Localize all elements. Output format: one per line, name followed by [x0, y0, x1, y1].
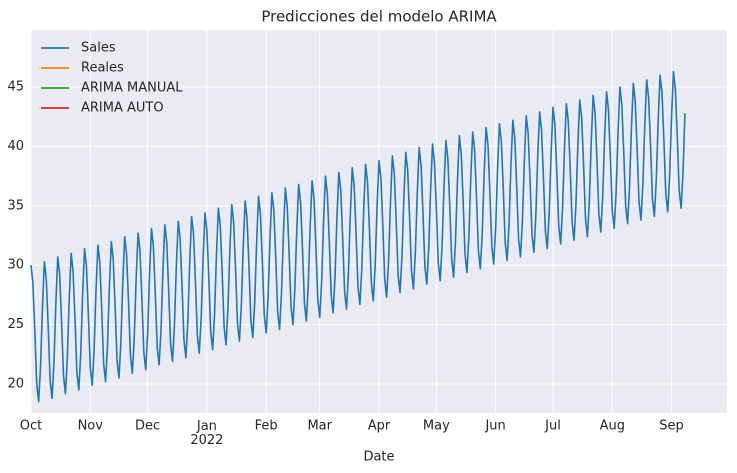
x-tick-label: Dec: [135, 419, 160, 434]
y-tick-label: 35: [7, 198, 24, 213]
x-tick-label: Oct: [20, 419, 42, 434]
legend-label: ARIMA MANUAL: [81, 81, 183, 96]
x-tick-label: Jun: [484, 419, 505, 434]
x-tick-label: Apr: [368, 419, 391, 434]
legend-label: Reales: [81, 61, 124, 76]
x-tick-label: Jul: [544, 419, 561, 434]
y-tick-label: 20: [7, 377, 24, 392]
series-line: [30, 70, 686, 403]
y-tick-label: 45: [7, 80, 24, 95]
y-tick-label: 25: [7, 317, 24, 332]
x-tick-label: Sep: [659, 419, 684, 434]
legend-label: Sales: [81, 41, 116, 56]
x-tick-label: Feb: [255, 419, 278, 434]
x-tick-label: May: [423, 419, 450, 434]
x-tick-label: Nov: [78, 419, 104, 434]
x-tick-label: Jan 2022: [190, 419, 223, 448]
legend-label: ARIMA AUTO: [81, 101, 164, 116]
x-tick-label: Mar: [307, 419, 332, 434]
x-tick-label: Aug: [600, 419, 625, 434]
x-axis-label: Date: [363, 450, 394, 465]
y-tick-label: 40: [7, 139, 24, 154]
chart-title: Predicciones del modelo ARIMA: [261, 8, 497, 26]
y-tick-label: 30: [7, 258, 24, 273]
